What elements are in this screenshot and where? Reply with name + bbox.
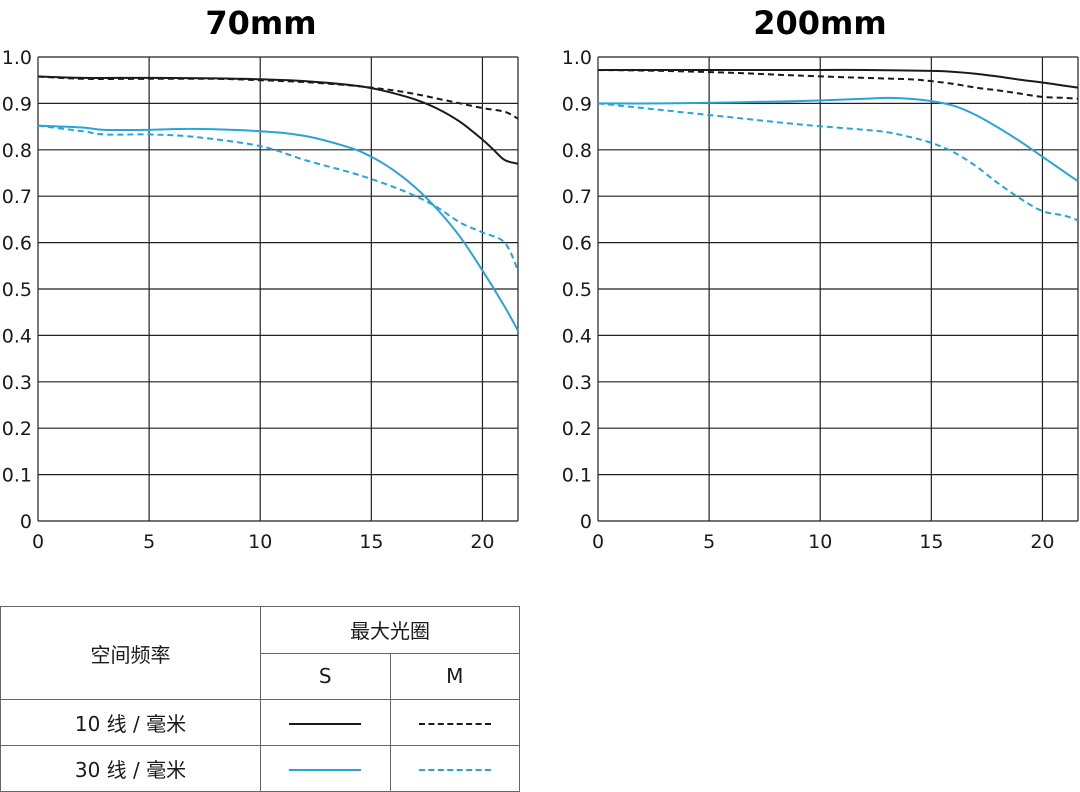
x-tick-label: 10 bbox=[808, 531, 832, 553]
mtf-charts: 70mm 0 0.1 0.2 0.3 0.4 0.5 0.6 0.7 0.8 0.9 1.0 0 5 10 1… bbox=[2, 4, 1079, 553]
y-tick-label: 0.3 bbox=[562, 372, 592, 394]
series-line bbox=[37, 124, 519, 271]
y-tick-label: 0.6 bbox=[2, 233, 32, 255]
x-tick-label: 0 bbox=[32, 531, 44, 553]
x-tick-label: 20 bbox=[1030, 531, 1054, 553]
x-tick-label: 5 bbox=[703, 531, 715, 553]
row-30-s-sample bbox=[260, 745, 391, 792]
x-tick-label: 20 bbox=[470, 531, 494, 553]
row-10-s-sample bbox=[260, 699, 391, 746]
y-tick-label: 1.0 bbox=[562, 47, 592, 69]
y-tick-label: 0.9 bbox=[2, 93, 32, 115]
row-10-lines-label: 10 线 / 毫米 bbox=[0, 699, 261, 746]
series-line bbox=[37, 75, 519, 165]
y-tick-label: 0.5 bbox=[2, 279, 32, 301]
y-tick-label: 0.6 bbox=[562, 233, 592, 255]
y-tick-label: 0 bbox=[580, 511, 592, 533]
y-tick-label: 0.3 bbox=[2, 372, 32, 394]
dashed-blue-line-sample bbox=[418, 769, 491, 771]
row-10-m-sample bbox=[389, 699, 520, 746]
y-tick-label: 0.1 bbox=[2, 465, 32, 487]
header-max-aperture: 最大光圈 bbox=[260, 606, 520, 654]
header-sagittal: S bbox=[260, 652, 391, 700]
solid-black-line-sample bbox=[289, 723, 362, 725]
y-tick-label: 0 bbox=[20, 511, 32, 533]
chart-title: 200mm bbox=[753, 4, 886, 42]
y-tick-label: 0.9 bbox=[562, 93, 592, 115]
y-tick-label: 0.7 bbox=[2, 186, 32, 208]
series-line bbox=[37, 75, 519, 120]
header-spatial-frequency: 空间频率 bbox=[0, 606, 261, 700]
row-30-m-sample bbox=[389, 745, 520, 792]
solid-blue-line-sample bbox=[289, 769, 362, 771]
dashed-black-line-sample bbox=[418, 723, 491, 725]
series-line bbox=[37, 124, 519, 332]
series-line bbox=[598, 68, 1079, 89]
series-line bbox=[597, 68, 1079, 100]
x-tick-label: 5 bbox=[143, 531, 155, 553]
x-tick-label: 10 bbox=[248, 531, 272, 553]
y-tick-label: 0.8 bbox=[562, 140, 592, 162]
x-tick-label: 0 bbox=[592, 531, 604, 553]
row-30-lines-label: 30 线 / 毫米 bbox=[0, 745, 261, 792]
x-tick-label: 15 bbox=[359, 531, 383, 553]
legend-table: 空间频率 最大光圈 S M 10 线 / 毫米 30 线 / 毫米 bbox=[0, 606, 520, 792]
y-tick-label: 0.8 bbox=[2, 140, 32, 162]
y-tick-label: 0.2 bbox=[562, 418, 592, 440]
y-tick-label: 0.7 bbox=[562, 186, 592, 208]
chart-title: 70mm bbox=[205, 4, 316, 42]
series-line bbox=[597, 102, 1079, 222]
y-tick-label: 0.5 bbox=[562, 279, 592, 301]
y-tick-label: 0.4 bbox=[562, 325, 592, 347]
header-meridional: M bbox=[389, 652, 520, 700]
series-line bbox=[597, 96, 1079, 183]
x-tick-label: 15 bbox=[919, 531, 943, 553]
y-tick-label: 0.1 bbox=[562, 465, 592, 487]
y-tick-label: 0.2 bbox=[2, 418, 32, 440]
y-tick-label: 0.4 bbox=[2, 325, 32, 347]
y-tick-label: 1.0 bbox=[2, 47, 32, 69]
